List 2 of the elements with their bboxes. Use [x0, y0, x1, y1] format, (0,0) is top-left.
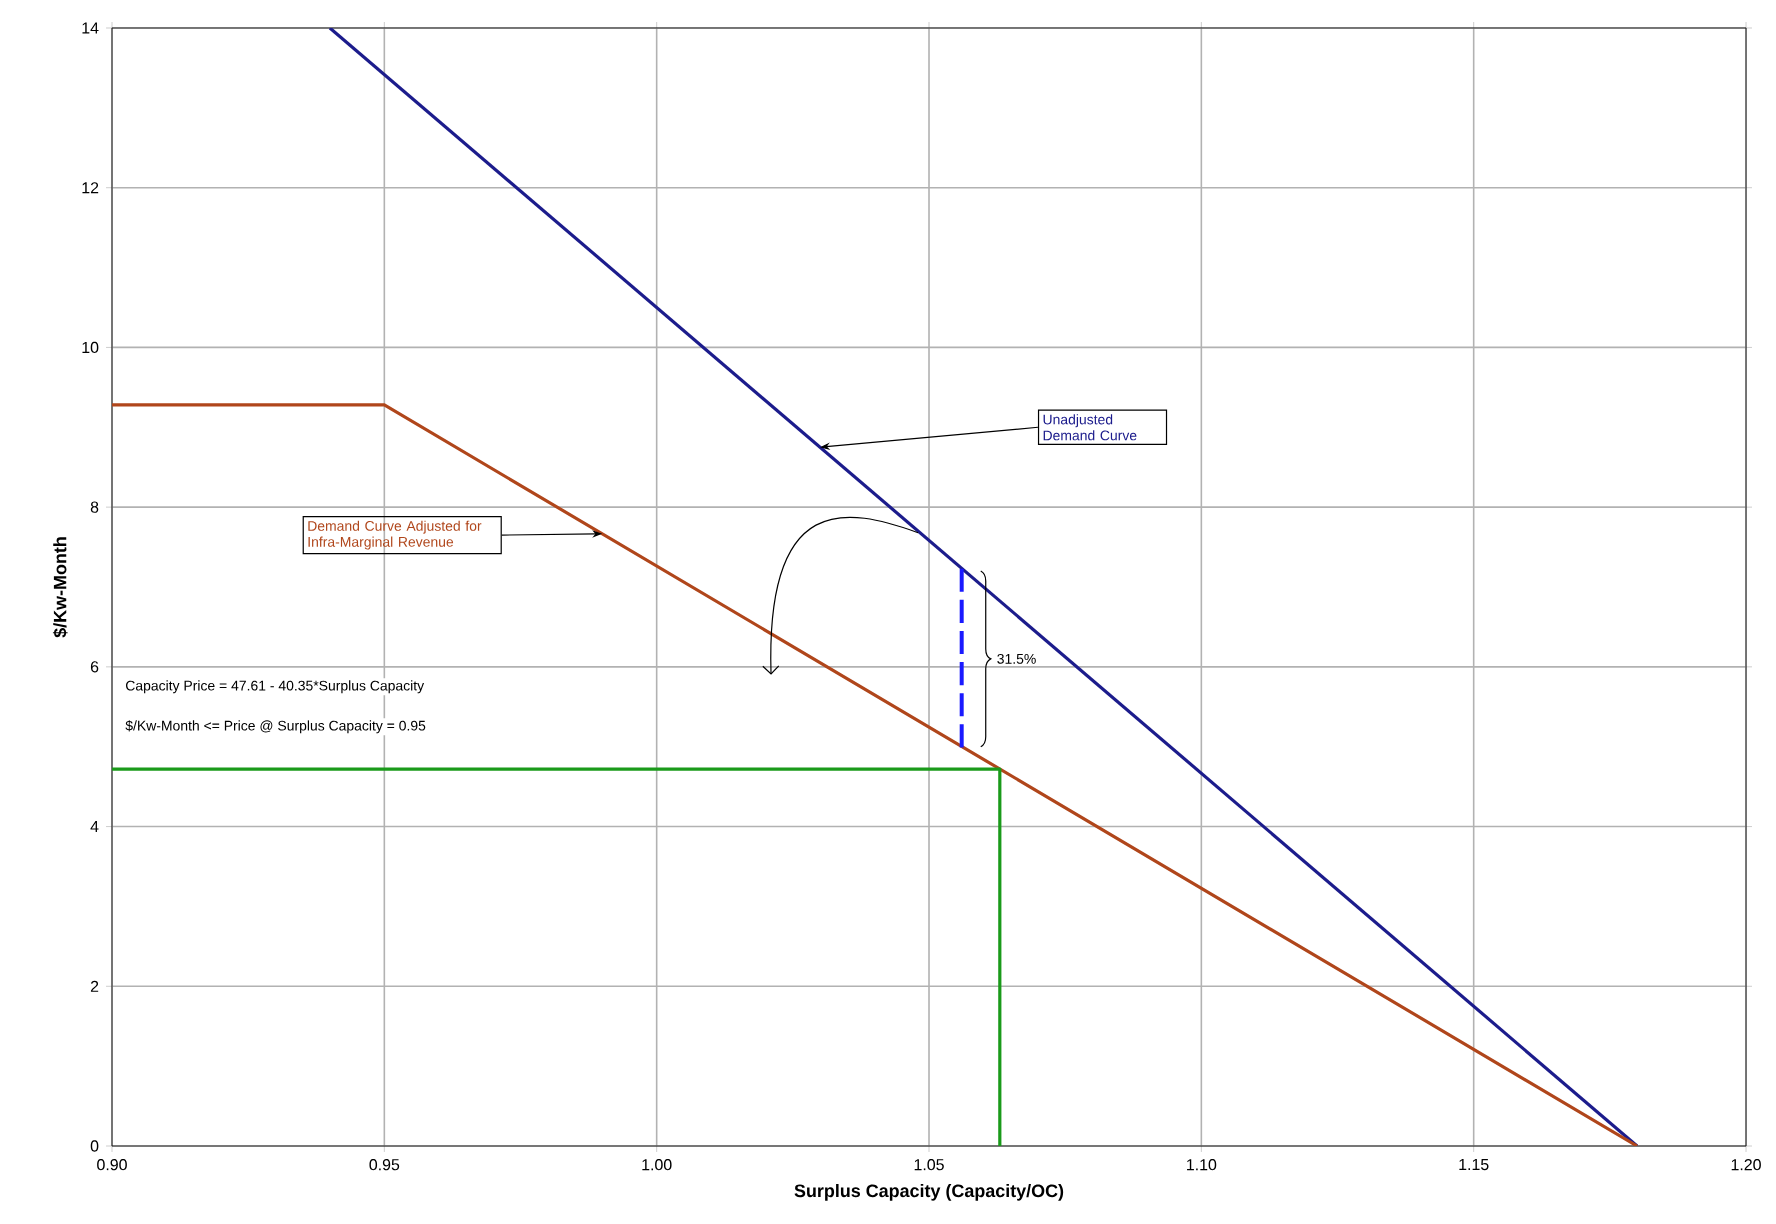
x-axis-title: Surplus Capacity (Capacity/OC) [794, 1183, 1064, 1201]
y-axis-title: $/Kw-Month [52, 537, 68, 638]
